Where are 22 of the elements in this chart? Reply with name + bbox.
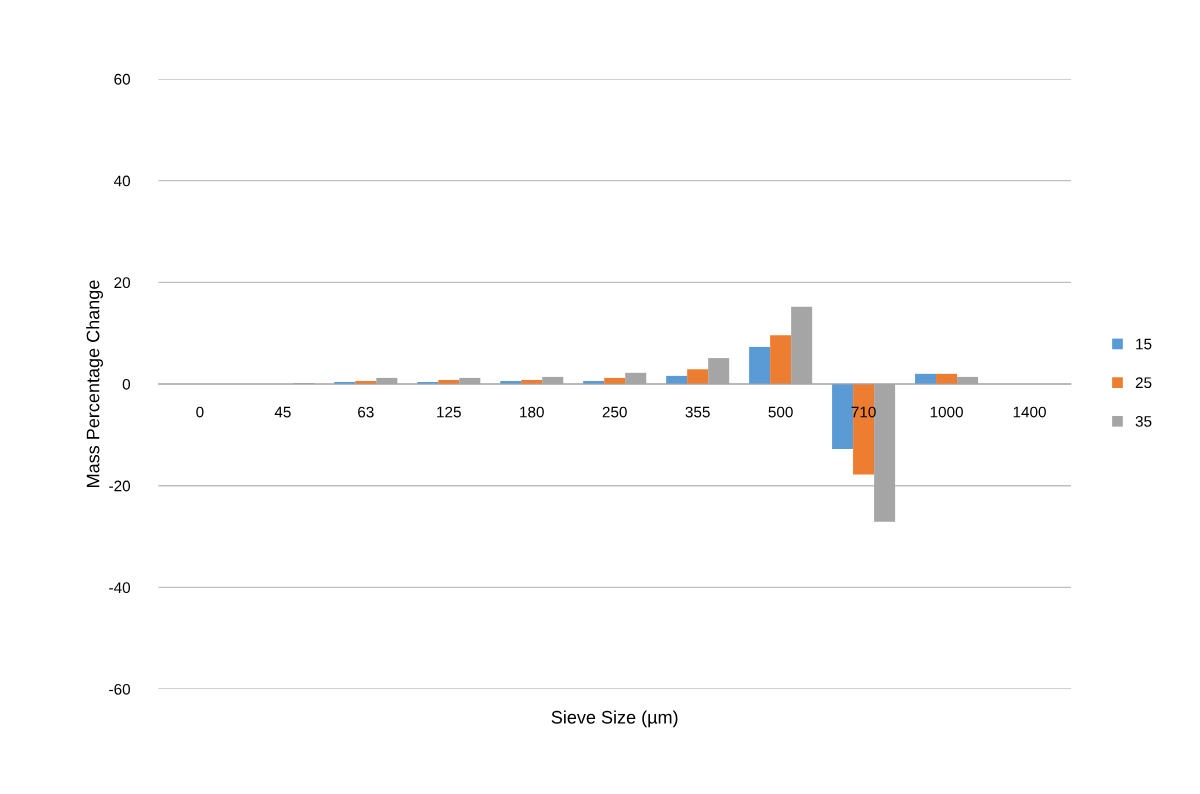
x-tick-label: 0 [196, 406, 204, 418]
x-tick-label: 125 [437, 406, 461, 418]
x-tick-label: 180 [520, 406, 544, 418]
x-tick-label: 250 [602, 406, 627, 418]
x-tick-label: 1000 [930, 406, 963, 418]
y-tick-label: 20 [114, 277, 131, 289]
x-tick-label: 500 [768, 406, 793, 418]
y-tick-label: -20 [109, 480, 131, 492]
x-tick-label: 355 [685, 406, 710, 418]
legend-label: 35 [1135, 415, 1152, 427]
y-tick-label: -60 [109, 683, 131, 695]
y-tick-label: -40 [109, 582, 131, 594]
y-tick-label: 60 [114, 73, 131, 85]
y-tick-label: 0 [122, 378, 131, 390]
x-tick-label: 1400 [1013, 406, 1046, 418]
legend-label: 25 [1135, 377, 1152, 389]
y-axis-title: Mass Percentage Change [86, 280, 103, 487]
x-tick-label: 45 [274, 406, 291, 418]
legend-label: 15 [1136, 338, 1152, 350]
y-tick-label: 40 [113, 175, 131, 187]
x-axis-title: Sieve Size (µm) [551, 710, 678, 728]
x-tick-label: 63 [358, 406, 374, 418]
